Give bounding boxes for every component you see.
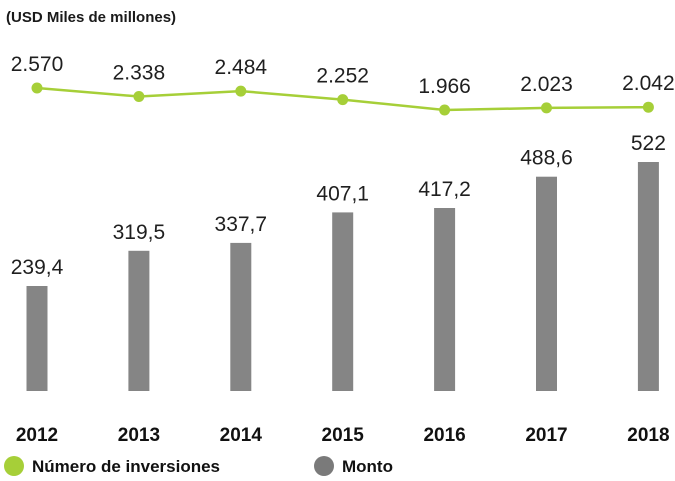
monto-label-2015: 407,1 [316,182,369,205]
year-label-2014: 2014 [220,425,263,446]
x-axis-year-labels: 2012 2013 2014 2015 2016 2017 2018 [16,425,670,446]
monto-label-2013: 319,5 [113,221,166,244]
inversiones-label-2017: 2.023 [520,73,573,96]
year-label-2018: 2018 [627,425,669,446]
monto-label-2014: 337,7 [215,213,268,236]
inversiones-point-2013 [133,91,145,102]
monto-bar-2014 [230,242,252,391]
legend-inversiones-marker [4,456,24,476]
inversiones-value-labels: 2.570 2.338 2.484 2.252 1.966 2.023 2.042 [11,53,675,98]
inversiones-point-2014 [235,85,247,97]
year-label-2017: 2017 [525,425,567,446]
monto-bar-2016 [434,208,456,391]
legend: Número de inversiones Monto [4,456,393,476]
monto-bar-2018 [637,162,659,391]
monto-bar-2012 [26,286,48,391]
inversiones-label-2015: 2.252 [316,65,369,88]
inversiones-point-2015 [337,94,349,106]
monto-label-2012: 239,4 [11,256,64,279]
monto-label-2018: 522 [631,132,666,155]
legend-monto-label: Monto [342,457,393,476]
inversiones-point-2018 [642,101,654,113]
inversiones-point-2017 [541,102,552,114]
legend-monto-marker [314,456,334,476]
inversiones-label-2016: 1.966 [418,75,471,98]
monto-bars [26,162,659,391]
inversiones-point-2012 [31,82,43,94]
year-label-2013: 2013 [118,425,160,446]
monto-bar-2013 [128,250,150,391]
monto-bar-2017 [536,176,557,391]
inversiones-label-2012: 2.570 [11,53,64,76]
inversiones-label-2013: 2.338 [113,62,166,85]
inversiones-point-2016 [439,104,451,116]
monto-label-2016: 417,2 [418,178,471,201]
monto-value-labels: 239,4 319,5 337,7 407,1 417,2 488,6 522 [11,132,666,279]
year-label-2012: 2012 [16,425,58,446]
inversiones-label-2014: 2.484 [215,56,268,79]
legend-inversiones-label: Número de inversiones [32,457,220,476]
year-label-2015: 2015 [322,425,365,446]
inversiones-label-2018: 2.042 [622,72,675,95]
year-label-2016: 2016 [423,425,465,446]
chart-unit-label: (USD Miles de millones) [6,9,176,26]
monto-label-2017: 488,6 [520,147,573,170]
monto-bar-2015 [332,212,354,391]
inversiones-line-series [31,82,654,116]
